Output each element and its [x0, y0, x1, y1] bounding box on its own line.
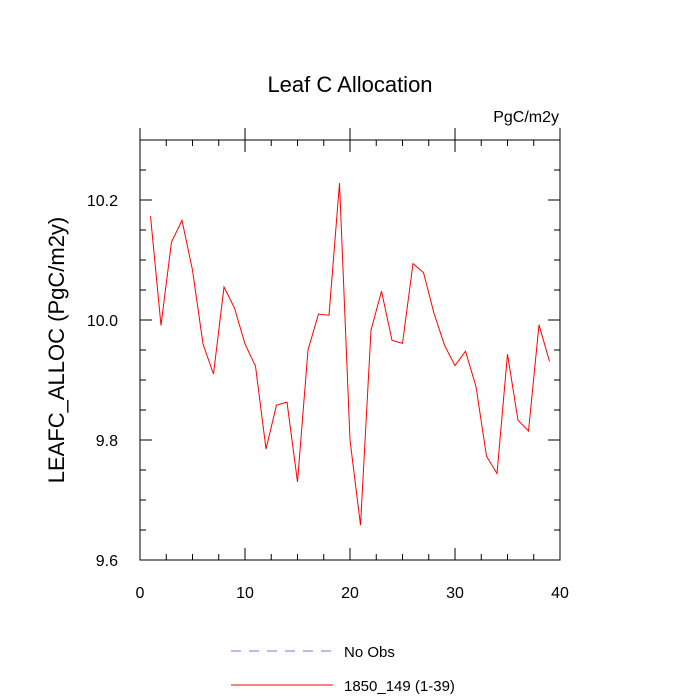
y-axis-label: LEAFC_ALLOC (PgC/m2y) [44, 217, 69, 484]
x-tick-label: 0 [136, 585, 145, 602]
y-tick-label: 9.6 [96, 553, 118, 570]
chart-title: Leaf C Allocation [267, 72, 432, 97]
y-tick-label: 10.2 [87, 193, 118, 210]
series-layer [150, 183, 550, 526]
x-tick-label: 20 [341, 585, 359, 602]
legend-label: No Obs [344, 644, 395, 661]
axis-tick-labels: 0 10 20 30 40 9.6 9.8 10.0 10.2 [87, 193, 569, 602]
x-tick-label: 30 [446, 585, 464, 602]
units-label: PgC/m2y [493, 109, 559, 126]
x-tick-label: 40 [551, 585, 569, 602]
plot-frame [139, 139, 561, 561]
y-tick-label: 9.8 [96, 433, 118, 450]
legend-label: 1850_149 (1-39) [344, 678, 455, 695]
series-line [150, 183, 550, 526]
x-tick-label: 10 [236, 585, 254, 602]
y-tick-label: 10.0 [87, 313, 118, 330]
legend: No Obs 1850_149 (1-39) [231, 644, 455, 695]
axis-ticks [139, 128, 561, 561]
